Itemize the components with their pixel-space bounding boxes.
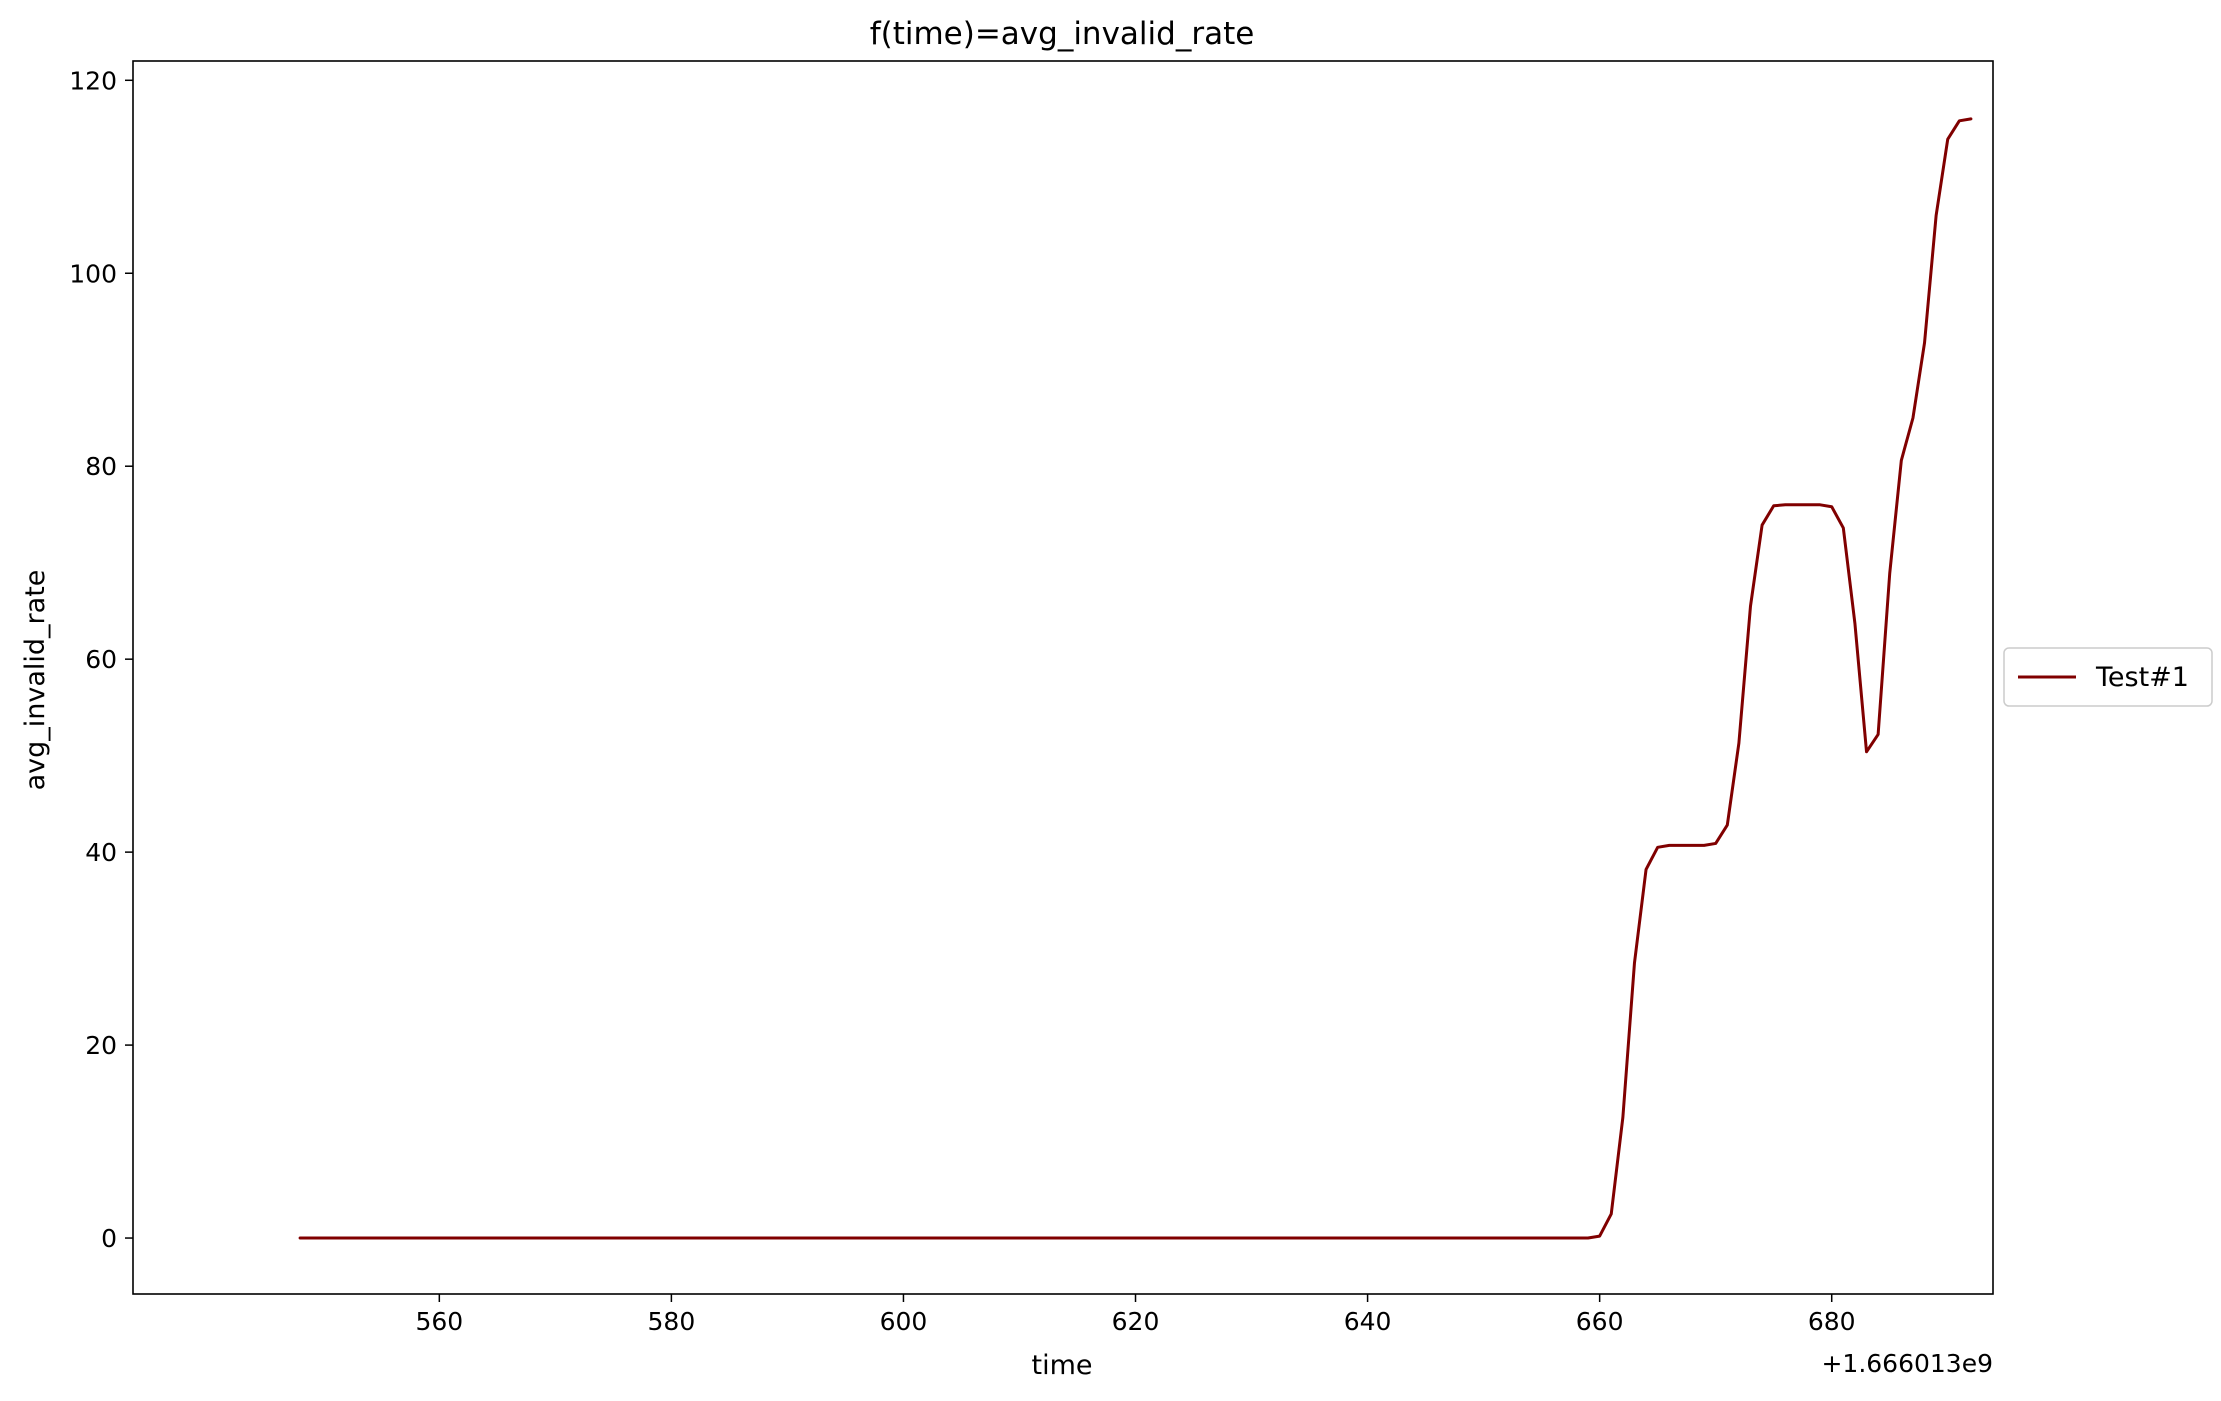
y-tick-label: 80 [85,452,117,481]
x-tick-label: 640 [1344,1307,1392,1336]
y-tick-label: 20 [85,1031,117,1060]
legend-box [2003,647,2213,707]
x-tick-label: 680 [1808,1307,1856,1336]
x-tick-label: 660 [1576,1307,1624,1336]
x-tick-label: 580 [648,1307,696,1336]
y-tick-label: 100 [69,259,117,288]
y-axis-ticks: 0 20 40 60 80 100 120 [69,66,133,1253]
x-offset-label: +1.666013e9 [1821,1349,1993,1378]
x-axis-ticks: 560 580 600 620 640 660 680 [415,1294,1856,1336]
legend-label-test1: Test#1 [2095,662,2189,693]
x-axis-label: time [1031,1350,1092,1381]
y-tick-label: 40 [85,838,117,867]
x-tick-label: 600 [880,1307,928,1336]
x-tick-label: 560 [415,1307,463,1336]
x-tick-label: 620 [1112,1307,1160,1336]
series-layer [298,117,1973,1240]
plot-frame [132,60,1994,1295]
chart-title: f(time)=avg_invalid_rate [870,16,1255,52]
y-tick-label: 0 [101,1224,117,1253]
y-tick-label: 60 [85,645,117,674]
y-axis-label: avg_invalid_rate [20,570,51,791]
legend: Test#1 [2003,647,2213,707]
y-tick-label: 120 [69,66,117,95]
series-line-0 [298,117,1973,1240]
